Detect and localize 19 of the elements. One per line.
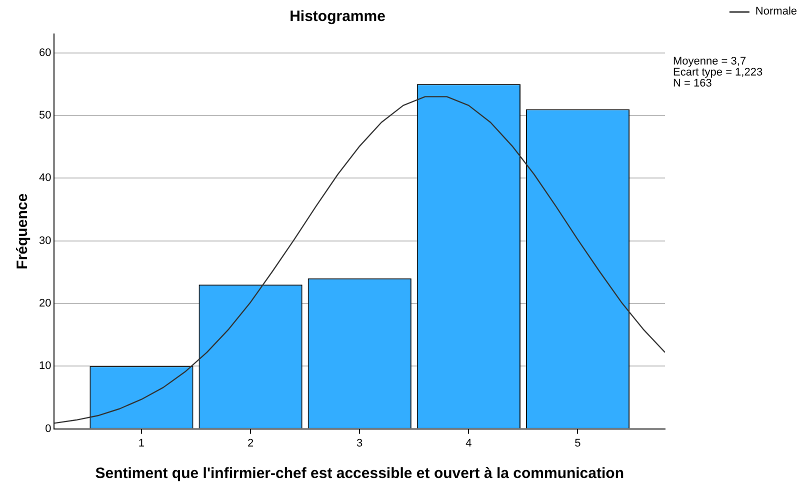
text: N = 163 — [673, 78, 712, 90]
y-tick-label: 30 — [38, 234, 52, 247]
text: Moyenne = 3,7 — [673, 56, 746, 68]
y-tick-label: 0 — [45, 422, 52, 435]
x-tick-label: 5 — [574, 437, 581, 450]
y-tick-label: 40 — [38, 172, 52, 184]
y-tick-label: 50 — [38, 110, 52, 122]
x-tick-label: 1 — [138, 437, 145, 450]
chart-title: Histogramme — [290, 8, 386, 26]
y-tick-label: 60 — [38, 46, 52, 59]
x-axis-title: Sentiment que l'infirmier-chef est accessible et ouvert à la communication — [95, 465, 624, 482]
x-tick-label: 4 — [466, 437, 472, 450]
y-tick-label: 10 — [38, 360, 52, 372]
y-axis-title: Fréquence — [14, 193, 32, 270]
text: Ecart type = 1,223 — [673, 66, 763, 79]
x-tick-label: 2 — [247, 437, 254, 450]
x-tick-label: 3 — [356, 437, 363, 450]
y-tick-label: 20 — [38, 298, 52, 310]
legend-label: Normale — [755, 6, 798, 18]
